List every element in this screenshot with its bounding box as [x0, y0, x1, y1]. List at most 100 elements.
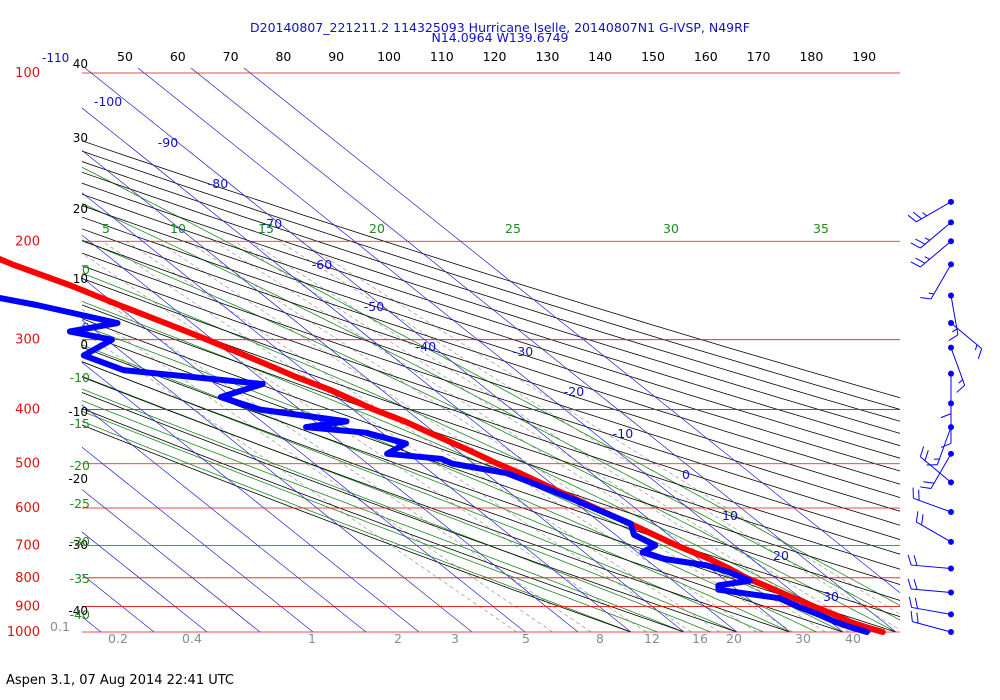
top-axis-label: 60 — [170, 49, 186, 64]
isotherm-line — [82, 404, 367, 633]
wind-barb — [912, 487, 954, 515]
wind-barb — [910, 610, 954, 635]
dry-adiabats — [82, 140, 900, 633]
moist-adiabat-label: 10 — [170, 221, 186, 236]
wind-barb-shaft — [920, 456, 952, 483]
moist-adiabat-label: 15 — [258, 221, 274, 236]
dry-adiabat-line — [82, 278, 900, 555]
wind-barb-flag — [977, 348, 983, 360]
wind-barb-flag — [948, 334, 959, 341]
dry-adiabat-label: -30 — [70, 534, 90, 549]
dry-adiabat-line — [82, 424, 632, 633]
wind-barb-shaft — [912, 621, 952, 633]
mixing-ratio-line — [102, 241, 692, 633]
height-tick-label: 0 — [80, 338, 88, 352]
isotherm-line — [82, 277, 526, 633]
wind-barb-flag — [910, 242, 921, 249]
wind-barb — [926, 424, 954, 466]
height-tick-label: 10 — [73, 272, 88, 286]
dry-adiabat-line — [82, 318, 900, 601]
pressure-tick-label: 100 — [15, 66, 40, 81]
moist-adiabat-line — [82, 388, 711, 633]
wind-barb-shaft — [930, 453, 952, 489]
top-axis-label: 150 — [641, 49, 665, 64]
isotherm-label: -20 — [564, 384, 584, 399]
dry-adiabat-line — [82, 332, 900, 618]
sounding-traces — [0, 255, 886, 635]
wind-barb-shaft — [911, 588, 952, 594]
mixing-ratio-label: 3 — [451, 631, 459, 646]
wind-barb-flag — [916, 612, 919, 624]
wind-barb-shaft — [916, 201, 952, 223]
dry-adiabat-line — [82, 228, 900, 498]
chart-subtitle: N14.0964 W139.6749 — [431, 30, 569, 45]
mixing-ratio-label: 20 — [726, 631, 742, 646]
height-tick-label: 40 — [73, 57, 88, 71]
top-axis-label: 170 — [747, 49, 771, 64]
isotherm-label: -50 — [364, 299, 384, 314]
isotherm-line — [82, 319, 473, 633]
wind-barb — [920, 450, 954, 489]
isotherm-label: -40 — [416, 339, 436, 354]
mixing-ratio-label: 30 — [795, 631, 811, 646]
wind-barb-half-flag — [958, 379, 963, 384]
dry-adiabat-label: -40 — [70, 607, 90, 622]
top-axis-label: 130 — [535, 49, 559, 64]
dry-adiabat-line — [82, 392, 738, 633]
wind-barb-flag — [920, 486, 932, 489]
top-axis-label: 180 — [799, 49, 823, 64]
moist-adiabat-line — [82, 410, 658, 633]
isotherm-label: 20 — [773, 548, 789, 563]
wind-barb-shaft — [950, 322, 982, 350]
isotherm-line — [82, 107, 738, 633]
dry-adiabat-label: -10 — [70, 370, 90, 385]
wind-barb-flag — [908, 596, 913, 608]
wind-barb-flag — [914, 597, 919, 609]
mixing-ratio-label: 0.4 — [182, 631, 202, 646]
wind-barb — [948, 319, 983, 360]
mixing-ratio-line — [249, 241, 869, 633]
mixing-ratio-label: 40 — [845, 631, 861, 646]
dry-adiabat-line — [82, 291, 900, 570]
wind-barb — [940, 400, 954, 448]
pressure-tick-label: 800 — [15, 571, 40, 586]
moist-adiabat-line — [82, 420, 632, 633]
height-tick-label: 30 — [73, 131, 88, 145]
isotherm-label: 10 — [722, 508, 738, 523]
height-tick-label: -110 — [42, 51, 69, 65]
dry-adiabat-line — [82, 193, 900, 459]
moist-adiabat-label: 5 — [102, 221, 110, 236]
mixing-ratio-line — [300, 241, 900, 615]
isotherm-label: -100 — [94, 94, 122, 109]
wind-barb — [907, 554, 954, 572]
dry-adiabat-label: -25 — [70, 496, 90, 511]
wind-barbs — [907, 198, 983, 635]
wind-barb — [920, 261, 954, 300]
mixing-ratio-label: 0.1 — [50, 619, 70, 634]
dry-adiabat-line — [82, 376, 791, 633]
wind-barb — [908, 596, 954, 618]
moist-adiabat-label: 35 — [813, 221, 829, 236]
top-axis-label: 120 — [483, 49, 507, 64]
wind-barb-flag — [940, 442, 952, 448]
moist-adiabat-line — [82, 375, 738, 633]
dry-adiabat-line — [82, 182, 900, 447]
moist-adiabat-label: 30 — [663, 221, 679, 236]
pressure-tick-label: 400 — [15, 403, 40, 418]
wind-barb — [910, 219, 954, 249]
isotherm-line — [82, 531, 208, 633]
wind-barb-flag — [912, 211, 922, 220]
dry-adiabat-label: -20 — [70, 458, 90, 473]
mixing-ratio-line — [279, 241, 900, 631]
isotherm-line — [82, 361, 420, 633]
wind-barb — [919, 446, 954, 486]
dry-adiabat-line — [82, 304, 900, 586]
moist-adiabat-label: 25 — [505, 221, 521, 236]
pressure-tick-label: 1000 — [7, 625, 40, 640]
dry-adiabat-label: 0 — [82, 262, 90, 277]
wind-barb — [910, 238, 954, 268]
isotherm-label: -30 — [513, 344, 533, 359]
pressure-tick-label: 500 — [15, 457, 40, 472]
